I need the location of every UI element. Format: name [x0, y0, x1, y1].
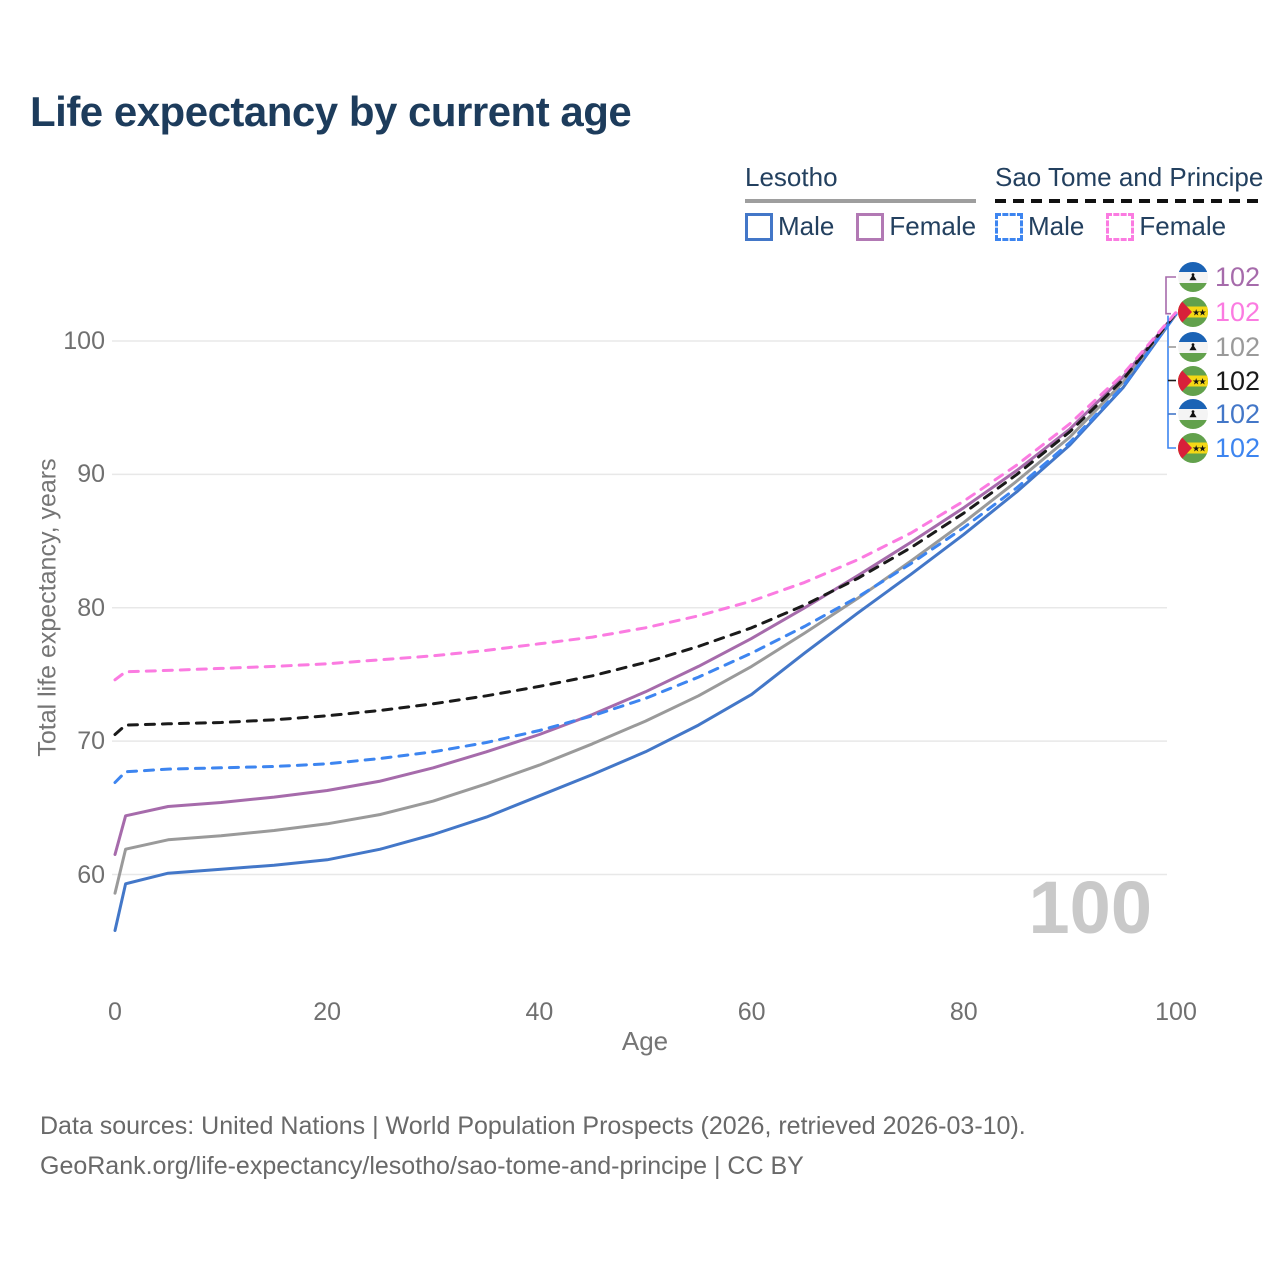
- end-label-sao-tome-and-principe-both-sexes: ★ ★ 102: [1178, 365, 1261, 396]
- sao-tome-flag-icon: ★ ★: [1178, 433, 1208, 463]
- legend-group-sao-tome: Sao Tome and Principe Male Female: [995, 162, 1264, 242]
- series-line-lesotho-male: [113, 312, 1178, 932]
- data-sources-line: Data sources: United Nations | World Pop…: [40, 1112, 1026, 1140]
- connector-sao-tome-male: [1167, 315, 1176, 449]
- end-value: 102: [1215, 297, 1261, 327]
- legend-item-sao-tome-and-principe-female[interactable]: Female: [1106, 211, 1226, 242]
- y-tick-label-90: 90: [77, 460, 105, 489]
- legend-swatch: [856, 212, 885, 241]
- legend-item-lesotho-female[interactable]: Female: [856, 211, 976, 242]
- legend-item-sao-tome-and-principe-male[interactable]: Male: [995, 211, 1084, 242]
- x-tick-label-0: 0: [108, 998, 122, 1026]
- legend-items-sao-tome: Male Female: [995, 211, 1263, 242]
- end-label-sao-tome-and-principe-female: ★ ★ 102: [1178, 297, 1260, 327]
- end-value: 102: [1215, 399, 1261, 429]
- end-label-lesotho-male: 102: [1178, 399, 1260, 429]
- attribution-line: GeoRank.org/life-expectancy/lesotho/sao-…: [40, 1152, 804, 1180]
- age-watermark: 100: [1028, 866, 1152, 949]
- star-icon: ★: [1192, 308, 1200, 318]
- lesotho-flag-icon: [1178, 332, 1208, 362]
- legend-swatch: [995, 212, 1023, 241]
- legend-items-lesotho: Male Female: [745, 211, 976, 242]
- legend-underline-lesotho: [745, 199, 977, 203]
- star-icon: ★: [1199, 376, 1207, 386]
- star-icon: ★: [1192, 444, 1200, 454]
- legend-title-sao-tome: Sao Tome and Principe: [995, 162, 1264, 192]
- x-tick-label-100: 100: [1155, 998, 1197, 1026]
- legend-underline-sao-tome: [995, 199, 1264, 203]
- x-tick-label-20: 20: [313, 998, 342, 1026]
- end-label-sao-tome-and-principe-male: ★ ★ 102: [1178, 433, 1260, 463]
- y-tick-label-70: 70: [77, 727, 105, 756]
- legend-item-label: Female: [889, 211, 977, 241]
- end-value: 102: [1215, 332, 1261, 362]
- end-label-lesotho-both-sexes: 102: [1178, 332, 1260, 362]
- page-title: Life expectancy by current age: [30, 88, 632, 135]
- legend-title-lesotho: Lesotho: [745, 162, 838, 192]
- end-value: 102: [1215, 433, 1261, 463]
- x-tick-label-60: 60: [737, 998, 766, 1026]
- legend-swatch: [745, 212, 773, 241]
- series-line-sao-tome-and-principe-female: [113, 310, 1178, 682]
- x-tick-label-80: 80: [949, 998, 978, 1026]
- legend-swatch: [1106, 212, 1135, 241]
- y-tick-label-100: 100: [63, 327, 105, 355]
- y-tick-label-80: 80: [77, 593, 105, 622]
- end-value: 102: [1215, 365, 1261, 396]
- legend-item-lesotho-male[interactable]: Male: [745, 211, 834, 242]
- y-tick-label-60: 60: [77, 860, 105, 889]
- star-icon: ★: [1199, 308, 1207, 318]
- lesotho-flag-icon: [1178, 399, 1208, 429]
- end-value: 102: [1215, 262, 1261, 292]
- legend-item-label: Female: [1139, 211, 1227, 241]
- footer: Data sources: United Nations | World Pop…: [40, 1106, 1026, 1186]
- legend-item-label: Male: [778, 211, 835, 241]
- series-line-lesotho-female: [113, 311, 1178, 856]
- sao-tome-flag-icon: ★ ★: [1178, 297, 1208, 327]
- star-icon: ★: [1199, 444, 1207, 454]
- lesotho-flag-icon: [1178, 262, 1208, 292]
- legend-group-lesotho: Lesotho Male Female: [745, 162, 977, 242]
- series-line-sao-tome-and-principe-both-sexes: [113, 311, 1178, 736]
- series-line-lesotho-both-sexes: [113, 312, 1178, 895]
- connector-lesotho-female: [1165, 276, 1176, 315]
- end-label-lesotho-female: 102: [1178, 262, 1260, 292]
- sao-tome-flag-icon: ★ ★: [1178, 365, 1208, 396]
- x-tick-label-40: 40: [525, 998, 554, 1026]
- series-line-sao-tome-and-principe-male: [113, 312, 1178, 784]
- y-axis-title: Total life expectancy, years: [33, 458, 62, 757]
- legend-item-label: Male: [1028, 211, 1085, 241]
- x-axis-title: Age: [621, 1026, 669, 1056]
- star-icon: ★: [1192, 376, 1200, 386]
